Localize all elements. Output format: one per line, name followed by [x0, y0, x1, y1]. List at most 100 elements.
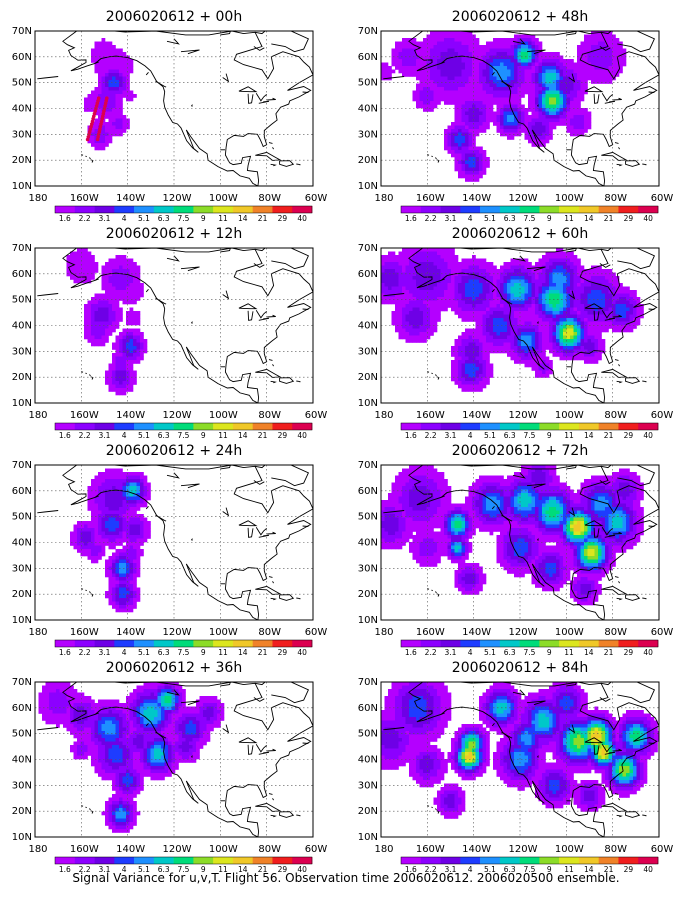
lon-tick-label: 100W: [209, 410, 238, 421]
colorbar-swatch: [440, 640, 461, 647]
colorbar-swatch: [539, 857, 560, 864]
colorbar-label: 1.6: [59, 431, 71, 440]
lon-tick-label: 60W: [305, 193, 328, 204]
colorbar-swatch: [193, 857, 214, 864]
lon-tick-label: 160W: [70, 627, 99, 638]
colorbar-swatch: [292, 206, 313, 213]
colorbar-swatch: [499, 206, 520, 213]
colorbar-swatch: [173, 206, 194, 213]
colorbar-swatch: [134, 640, 155, 647]
colorbar-label: 2.2: [425, 865, 437, 874]
colorbar-swatch: [420, 640, 441, 647]
map-frame: [34, 681, 314, 838]
colorbar-swatch: [252, 423, 273, 430]
lat-tick-label: 10N: [12, 181, 32, 192]
lat-tick-label: 30N: [358, 780, 378, 791]
lat-tick-label: 10N: [358, 398, 378, 409]
lon-tick-label: 60W: [651, 193, 674, 204]
colorbar-label: 29: [624, 865, 634, 874]
colorbar-label: 21: [604, 865, 614, 874]
graticule: [35, 682, 313, 837]
colorbar-label: 6.3: [158, 865, 170, 874]
map-frame: [380, 247, 660, 404]
lat-tick-label: 20N: [12, 589, 32, 600]
colorbar-label: 40: [643, 648, 653, 657]
colorbar-label: 40: [643, 865, 653, 874]
lon-tick-label: 100W: [555, 844, 584, 855]
lat-tick-label: 40N: [358, 104, 378, 115]
colorbar-label: 7.5: [524, 431, 536, 440]
colorbar-label: 3.1: [98, 865, 110, 874]
colorbar-label: 29: [278, 648, 288, 657]
lon-tick-label: 100W: [555, 627, 584, 638]
colorbar-swatch: [232, 640, 253, 647]
colorbar-swatch: [440, 423, 461, 430]
colorbar-label: 2.2: [79, 214, 91, 223]
lat-tick-label: 70N: [12, 460, 32, 471]
panel-title: 2006020612 + 48h: [452, 9, 588, 25]
lon-tick-label: 80W: [604, 193, 627, 204]
colorbar: 1.6 2.2 3.1 4 5.1 6.3 7.5 9 11 14 21 29 40: [54, 639, 313, 657]
colorbar-swatch: [173, 857, 194, 864]
panel-p84: 2006020612 + 84h 70N 60N 50N 40N 30N 20N 10N180…: [358, 660, 674, 874]
colorbar-label: 5.1: [138, 865, 150, 874]
panel-title: 2006020612 + 36h: [106, 660, 242, 676]
lon-tick-label: 180: [28, 627, 47, 638]
lon-tick-label: 160W: [416, 844, 445, 855]
colorbar-swatch: [55, 206, 76, 213]
colorbar-swatch: [539, 206, 560, 213]
colorbar-label: 14: [584, 431, 594, 440]
panel-p12: 2006020612 + 12h 70N 60N 50N 40N 30N 20N 10N180…: [12, 226, 328, 440]
colorbar-label: 6.3: [504, 214, 516, 223]
coastlines: [383, 31, 659, 186]
lat-tick-label: 70N: [358, 243, 378, 254]
colorbar-label: 11: [564, 865, 574, 874]
map-frame: [380, 681, 660, 838]
colorbar-swatch: [480, 640, 501, 647]
lon-tick-label: 180: [374, 410, 393, 421]
map-frame: [380, 464, 660, 621]
colorbar-label: 21: [258, 431, 268, 440]
coastlines: [37, 31, 313, 186]
panel-p24: 2006020612 + 24h 70N 60N 50N 40N 30N 20N 10N180…: [12, 443, 328, 657]
lat-tick-label: 20N: [358, 372, 378, 383]
colorbar-swatch: [272, 857, 293, 864]
panel-title: 2006020612 + 00h: [106, 9, 242, 25]
colorbar: 1.6 2.2 3.1 4 5.1 6.3 7.5 9 11 14 21 29 40: [400, 639, 659, 657]
lon-tick-label: 160W: [416, 627, 445, 638]
lat-tick-label: 60N: [12, 486, 32, 497]
colorbar-label: 3.1: [98, 214, 110, 223]
colorbar-label: 5.1: [484, 648, 496, 657]
colorbar-label: 9: [201, 214, 206, 223]
colorbar-label: 9: [201, 865, 206, 874]
colorbar-label: 9: [547, 214, 552, 223]
colorbar-swatch: [173, 423, 194, 430]
lon-tick-label: 60W: [651, 410, 674, 421]
colorbar-swatch: [460, 640, 481, 647]
flight-track: [85, 96, 109, 142]
lon-tick-label: 80W: [604, 844, 627, 855]
lon-tick-label: 140W: [116, 627, 145, 638]
lon-tick-label: 120W: [509, 627, 538, 638]
colorbar-swatch: [114, 206, 135, 213]
lat-tick-label: 60N: [12, 52, 32, 63]
colorbar-swatch: [55, 857, 76, 864]
lon-tick-label: 180: [28, 410, 47, 421]
lat-tick-label: 50N: [358, 729, 378, 740]
graticule: [35, 31, 313, 186]
colorbar-label: 29: [278, 865, 288, 874]
colorbar-swatch: [94, 640, 115, 647]
lat-tick-label: 70N: [12, 26, 32, 37]
colorbar-swatch: [519, 206, 540, 213]
colorbar-swatch: [74, 423, 95, 430]
colorbar: 1.6 2.2 3.1 4 5.1 6.3 7.5 9 11 14 21 29 40: [400, 422, 659, 440]
colorbar-label: 3.1: [444, 865, 456, 874]
colorbar-swatch: [153, 206, 174, 213]
colorbar-label: 1.6: [405, 431, 417, 440]
variance-shading: [84, 38, 137, 151]
colorbar-swatch: [638, 640, 659, 647]
lon-tick-label: 160W: [416, 193, 445, 204]
colorbar-label: 21: [604, 214, 614, 223]
colorbar: 1.6 2.2 3.1 4 5.1 6.3 7.5 9 11 14 21 29 40: [54, 205, 313, 223]
